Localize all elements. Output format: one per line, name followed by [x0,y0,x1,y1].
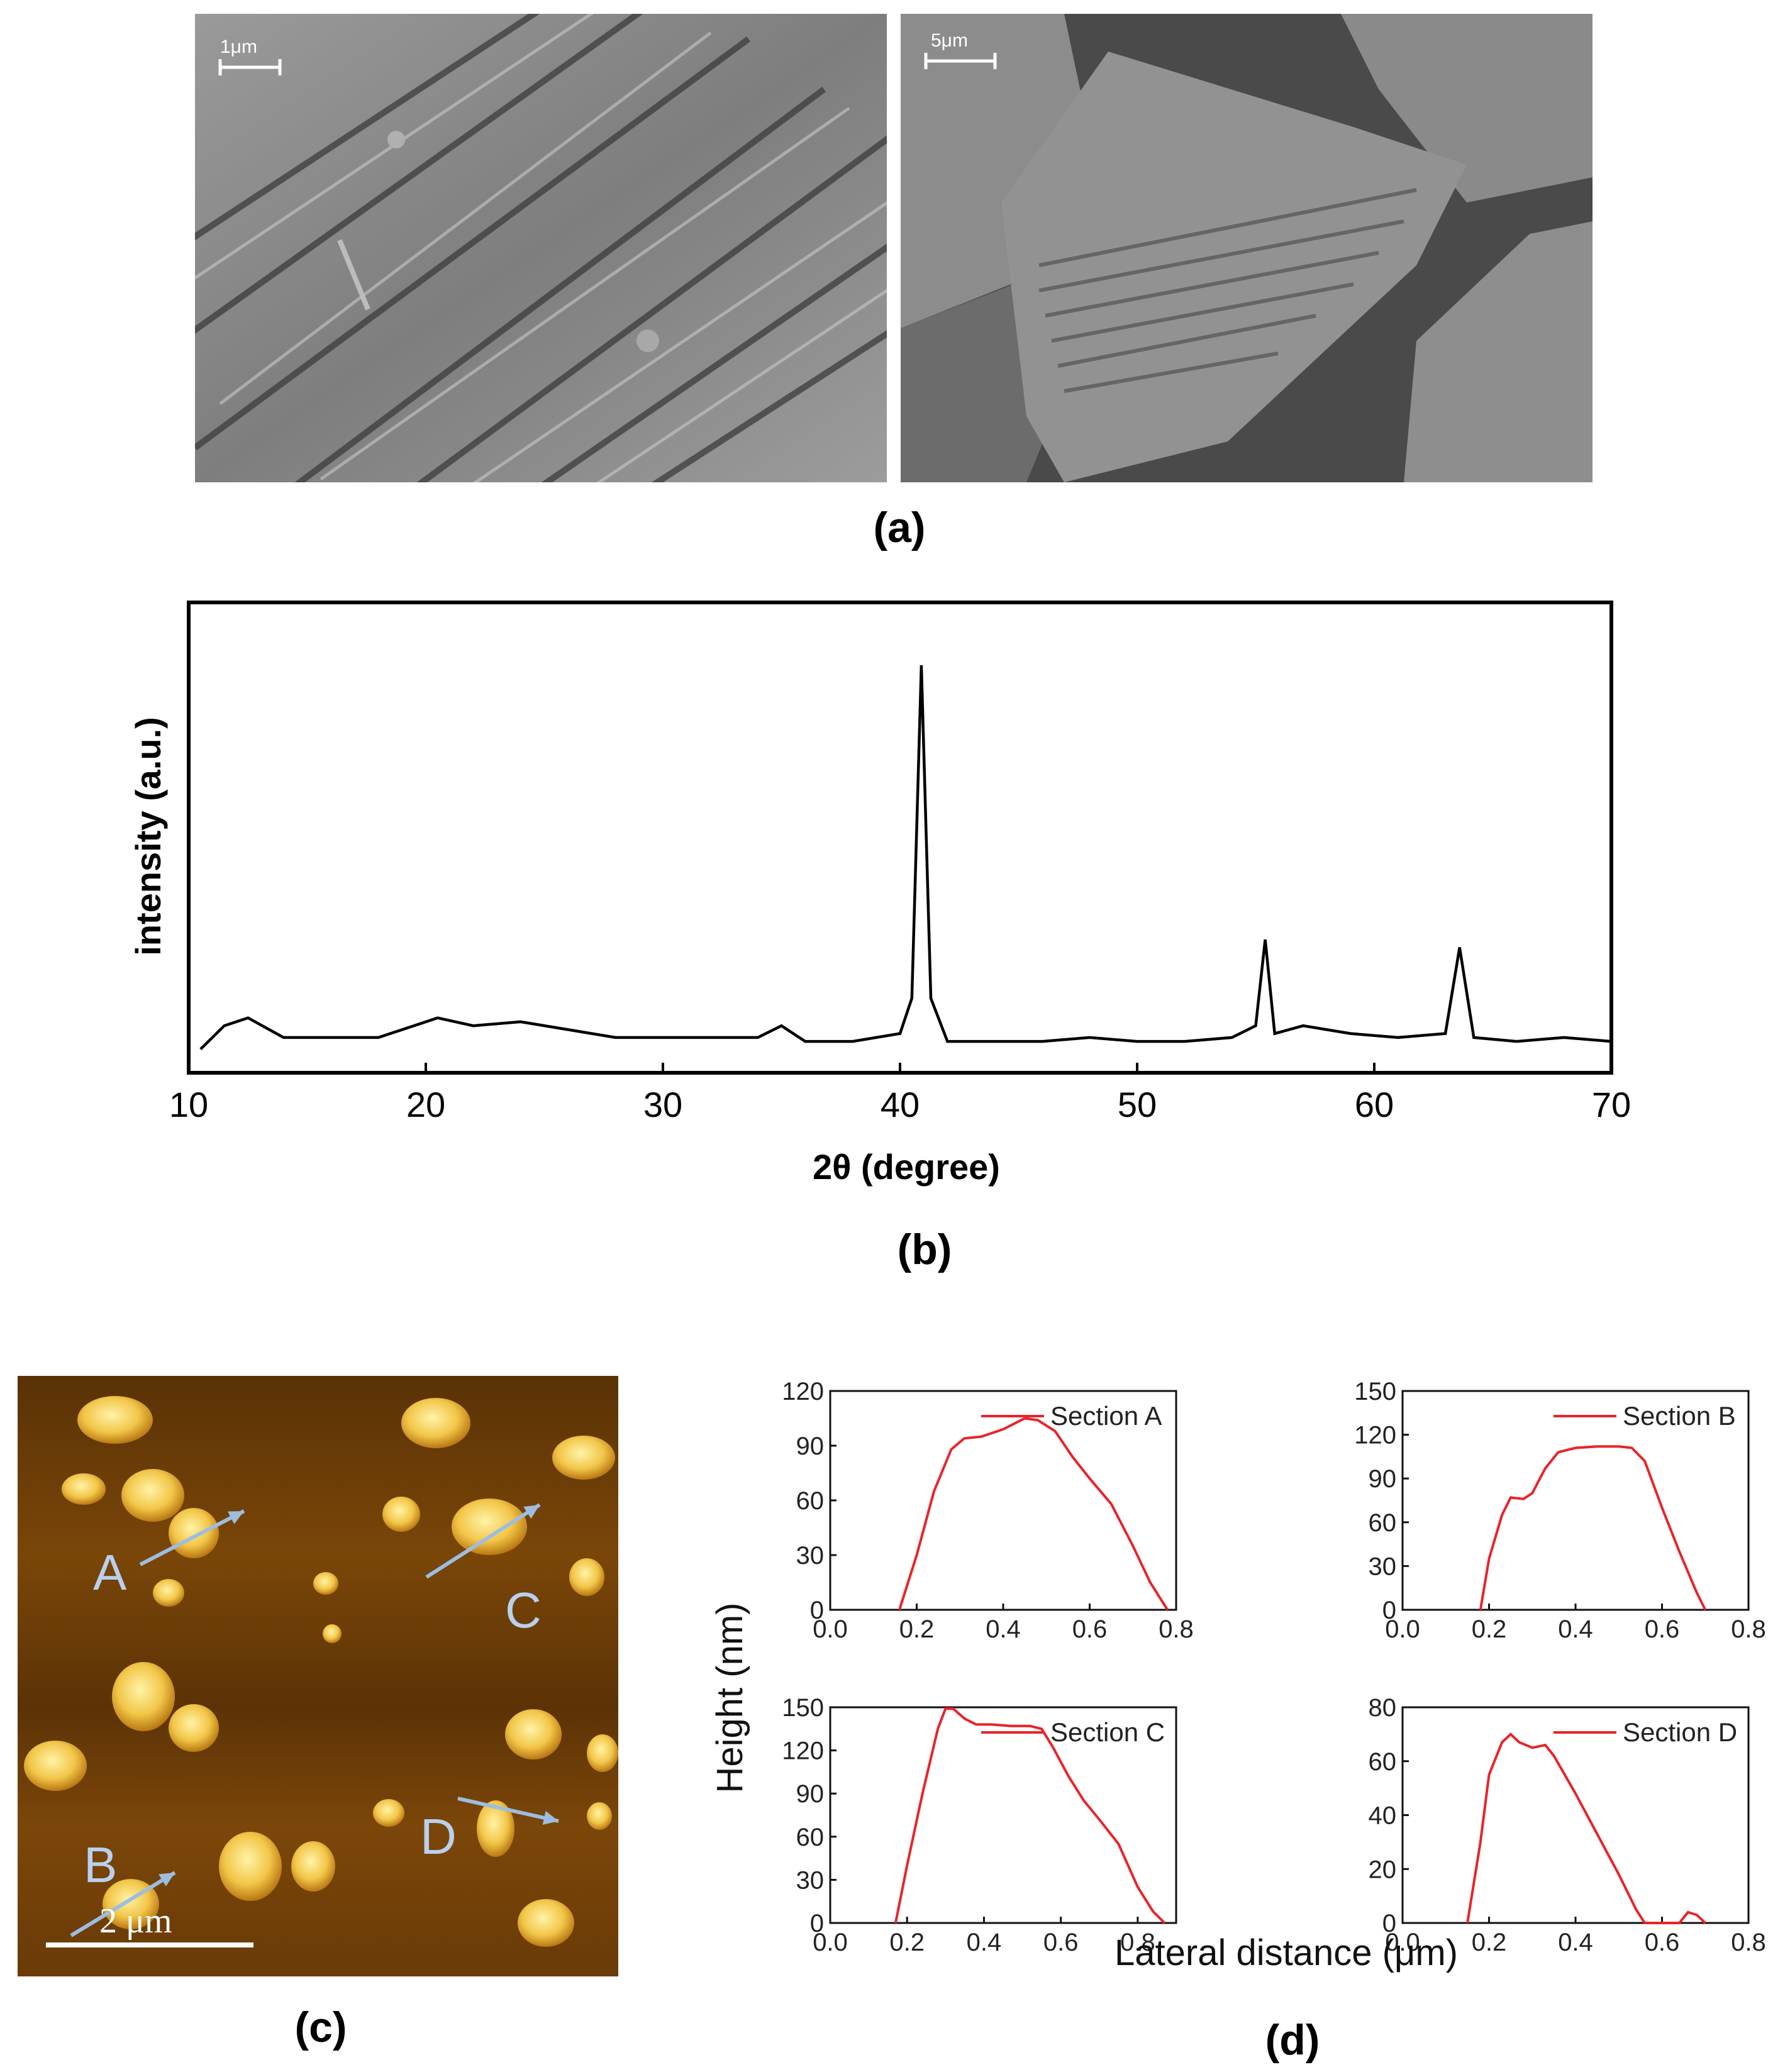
afm-marker-a: A [93,1544,127,1600]
profile-x-tick-label: 0.8 [1120,1929,1155,1956]
profile-y-tick-label: 60 [1369,1509,1397,1537]
panel-label-a: (a) [873,504,926,551]
xrd-frame [187,601,1613,1075]
xrd-series-line [199,665,1612,1051]
xrd-x-tick-label: 70 [1592,1085,1631,1124]
profile-x-tick-label: 0.6 [1645,1615,1680,1643]
profile-legend-label: Section C [1050,1717,1165,1747]
profile-legend-label: Section D [1623,1717,1737,1747]
xrd-chart: 10 20 30 40 50 60 70 2θ (degree) intensity (a.… [128,601,1631,1187]
profile-subplot: 0.0 0.2 0.4 0.6 0.8 0 20 40 60 80 Section D [1369,1694,1766,1956]
profile-x-tick-label: 0.0 [1385,1929,1420,1956]
panel-label-d: (d) [1265,2016,1320,2064]
profile-y-tick-label: 120 [1354,1422,1396,1449]
afm-marker-c: C [505,1582,542,1638]
profile-x-tick-label: 0.2 [1472,1615,1507,1643]
profile-charts: 0.0 0.2 0.4 0.6 0.8 0 30 60 90 120 Section A 0.0 0.2… [709,1378,1766,1973]
profile-subplot: 0.0 0.2 0.4 0.6 0.8 0 30 60 90 120 Section A [782,1378,1194,1643]
profile-x-tick-label: 0.2 [1472,1929,1507,1956]
profile-subplot: 0.0 0.2 0.4 0.6 0.8 0 30 60 90 120 150 Section B [1354,1378,1766,1643]
profile-legend-label: Section B [1623,1401,1736,1431]
profile-x-tick-label: 0.4 [967,1929,1002,1956]
xrd-x-axis-title: 2θ (degree) [813,1147,1000,1187]
afm-texture: A C B D 2 μm [18,1376,618,1976]
profile-series-line [1479,1445,1707,1610]
profile-y-tick-label: 120 [782,1737,824,1765]
profile-y-tick-label: 80 [1369,1694,1397,1722]
afm-section-arrow [425,1503,541,1579]
profile-x-tick-label: 0.6 [1645,1929,1680,1956]
profile-x-tick-label: 0.8 [1159,1615,1194,1643]
profile-x-tick-label: 0.6 [1043,1929,1079,1956]
profile-y-tick-label: 120 [782,1378,824,1405]
sem-left-texture: 1μm [195,14,887,482]
profile-legend-label: Section A [1050,1401,1162,1431]
xrd-x-tick-label: 50 [1118,1085,1157,1124]
profile-y-tick-label: 0 [1382,1910,1396,1937]
afm-arrowhead [523,1505,540,1519]
afm-section-arrow [139,1509,245,1566]
afm-section-arrow [70,1871,176,1937]
profile-frame [829,1706,1177,1924]
profile-y-tick-label: 150 [1354,1378,1396,1405]
afm-image: A C B D 2 μm [18,1376,618,1976]
profile-y-tick-label: 20 [1369,1856,1397,1883]
profile-x-tick-label: 0.4 [1558,1929,1593,1956]
profile-y-tick-label: 30 [1369,1553,1397,1580]
profile-y-tick-label: 0 [1382,1597,1396,1624]
profile-series-line [1466,1732,1706,1924]
profile-y-tick-label: 90 [796,1432,825,1460]
profile-series-line [894,1707,1166,1924]
profile-y-tick-label: 60 [796,1824,825,1851]
profiles-y-axis-title: Height (nm) [709,1603,750,1793]
profile-x-tick-label: 0.8 [1731,1929,1766,1956]
xrd-x-tick-label: 20 [406,1085,445,1124]
profile-y-tick-label: 30 [796,1542,825,1570]
profile-y-tick-label: 0 [810,1910,824,1937]
profile-y-tick-label: 90 [796,1780,825,1808]
profile-y-tick-label: 30 [796,1866,825,1894]
afm-arrowhead [542,1810,559,1825]
xrd-y-axis-title: intensity (a.u.) [128,717,168,956]
profile-x-tick-label: 0.2 [889,1929,925,1956]
profile-y-tick-label: 60 [796,1487,825,1515]
panel-label-b: (b) [897,1226,952,1273]
xrd-x-tick-label: 40 [881,1085,920,1124]
afm-arrowhead [158,1873,175,1886]
profile-y-tick-label: 0 [810,1597,824,1624]
sem-right-texture: 5μm [901,14,1593,482]
xrd-x-tick-label: 30 [643,1085,682,1124]
profile-y-tick-label: 60 [1369,1748,1397,1776]
profile-x-tick-label: 0.4 [1558,1615,1593,1643]
profile-x-tick-label: 0.0 [1385,1615,1420,1643]
profile-y-tick-label: 40 [1369,1802,1397,1830]
profile-x-tick-label: 0.4 [986,1615,1021,1643]
profile-x-tick-label: 0.2 [899,1615,935,1643]
afm-scale-label: 2 μm [99,1902,172,1941]
sem-image-left: 1μm [195,14,887,482]
sem-left-scale-label: 1μm [220,36,257,57]
profile-x-tick-label: 0.6 [1072,1615,1108,1643]
profile-y-tick-label: 150 [782,1694,824,1722]
afm-section-arrow [457,1797,559,1823]
afm-arrowhead [228,1511,244,1524]
afm-marker-b: B [84,1837,117,1893]
profile-x-tick-label: 0.8 [1731,1615,1766,1643]
profile-x-tick-label: 0.0 [813,1615,848,1643]
sem-image-right: 5μm [901,14,1593,482]
xrd-x-tick-label: 60 [1355,1085,1394,1124]
panel-label-c: (c) [294,2003,347,2051]
profile-y-tick-label: 90 [1369,1465,1397,1493]
profile-series-line [898,1417,1169,1611]
sem-right-scale-label: 5μm [931,30,968,51]
profile-subplot: 0.0 0.2 0.4 0.6 0.8 0 30 60 90 120 150 Section C [782,1694,1177,1956]
profile-x-tick-label: 0.0 [813,1929,848,1956]
xrd-x-tick-label: 10 [169,1085,208,1124]
profiles-x-axis-title: Lateral distance (μm) [1115,1932,1458,1973]
afm-marker-d: D [420,1809,457,1864]
